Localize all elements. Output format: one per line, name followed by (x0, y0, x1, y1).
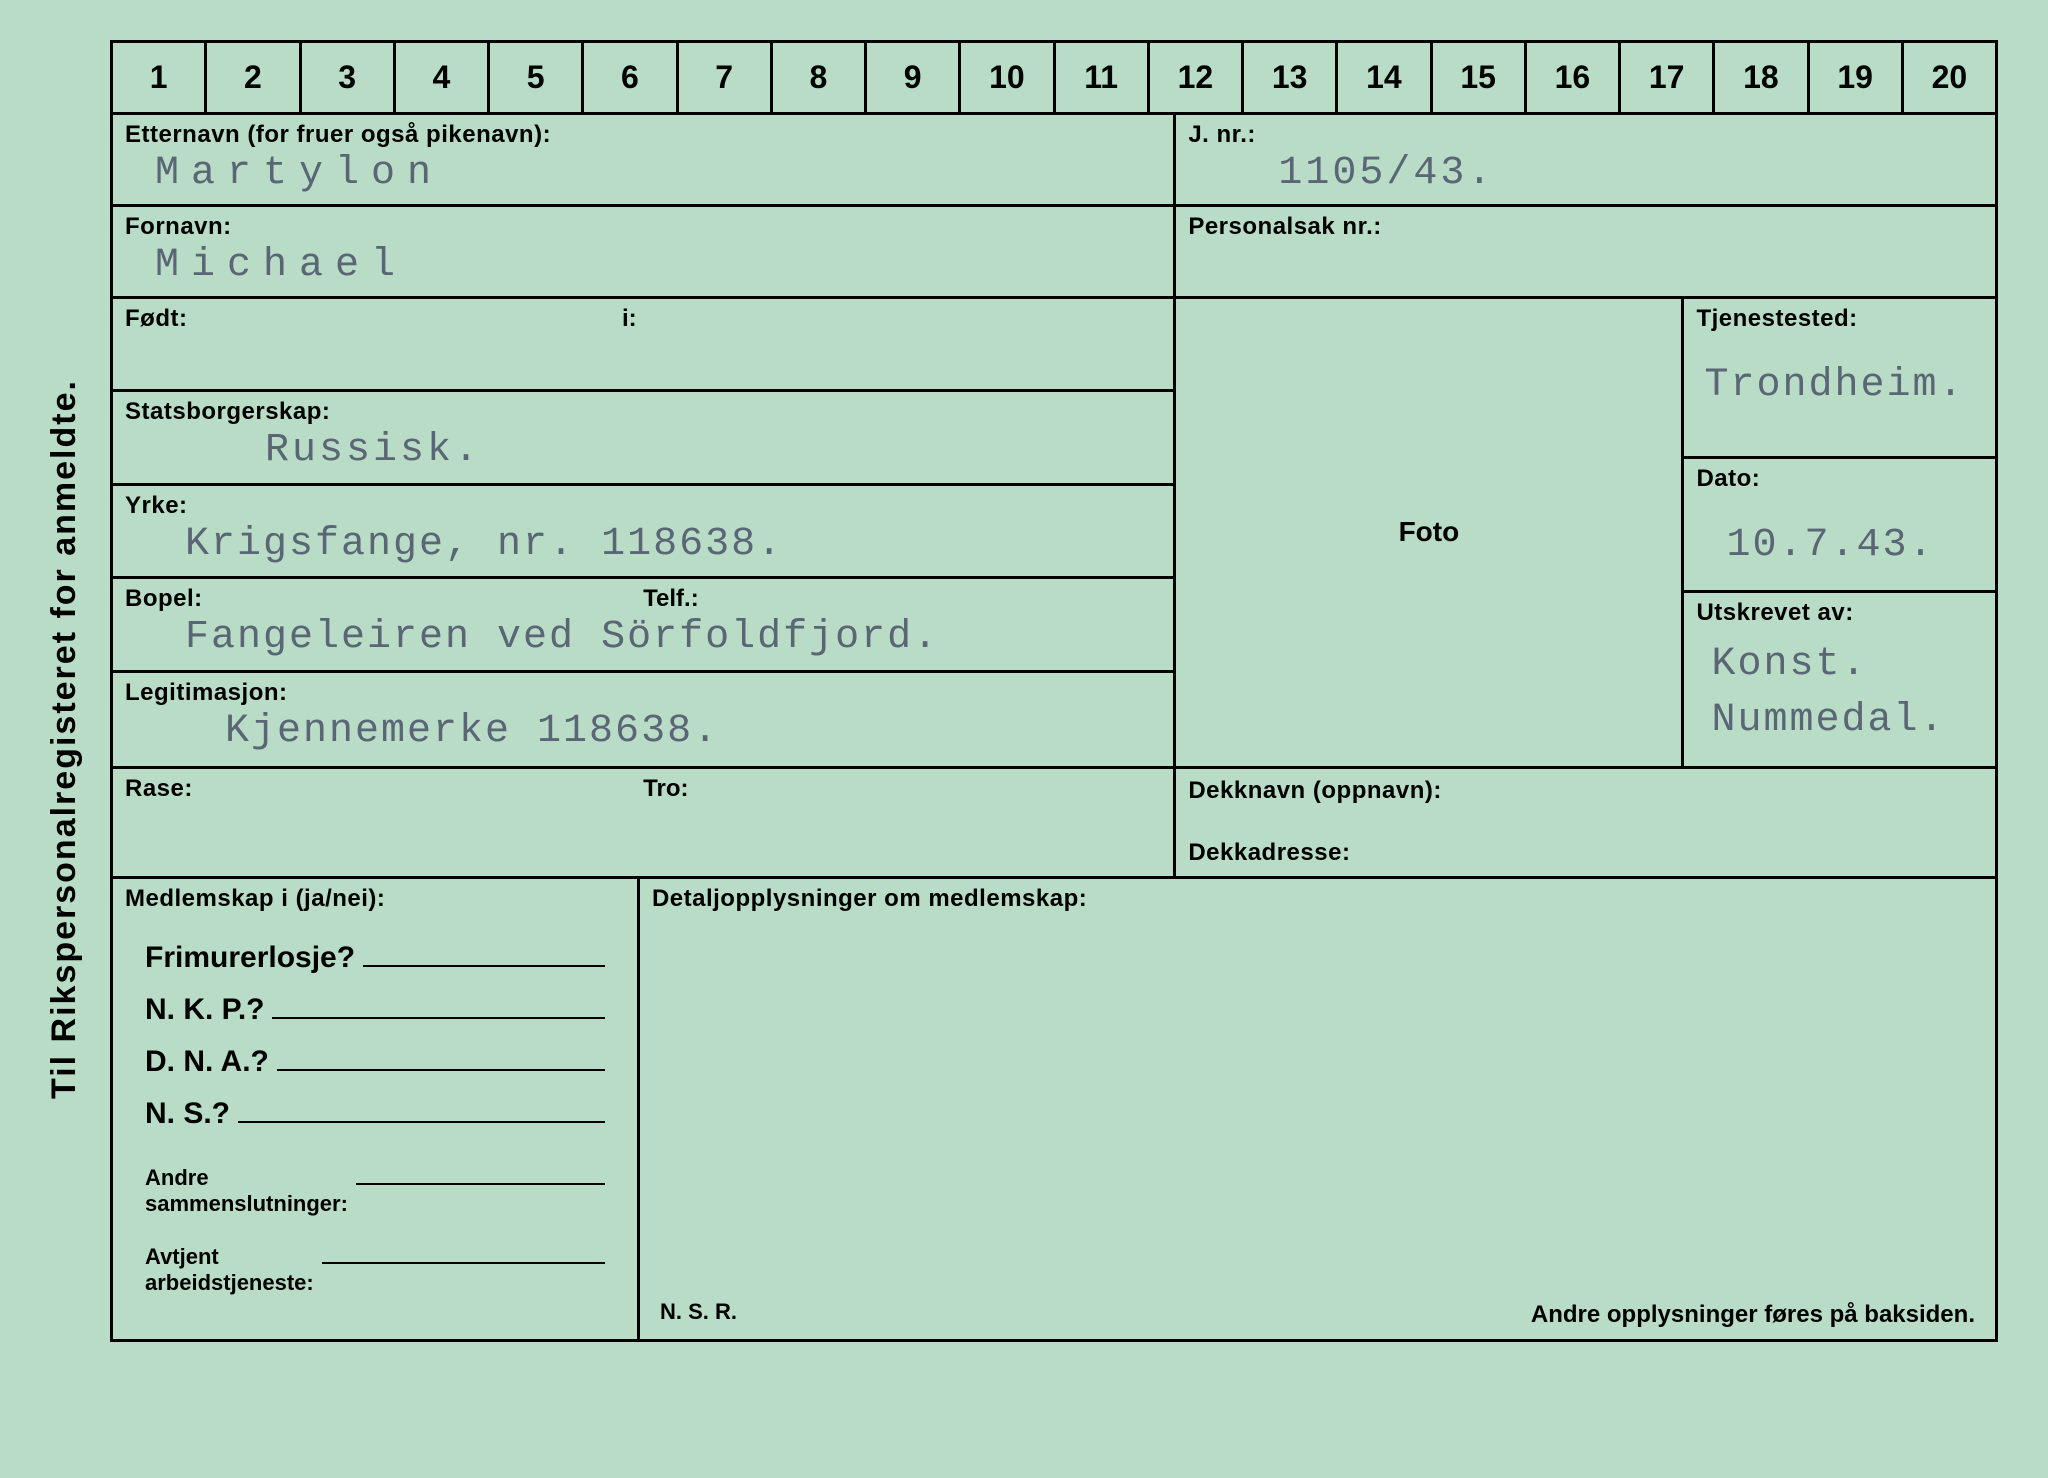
utskrevet-value: Konst. Nummedal. (1696, 637, 1983, 749)
etternavn-value: Martylon (125, 151, 1161, 196)
dna-label: D. N. A.? (145, 1045, 269, 1079)
ns-line (238, 1097, 605, 1123)
ruler-cell: 6 (584, 43, 678, 112)
nkp-line (272, 993, 604, 1019)
avtjent-label: Avtjent arbeidstjeneste: (145, 1244, 314, 1297)
registry-card: Til Rikspersonalregisteret for anmeldte.… (0, 0, 2048, 1478)
medlemskap-label: Medlemskap i (ja/nei): (125, 885, 625, 913)
yrke-value: Krigsfange, nr. 118638. (125, 522, 1161, 567)
bopel-value: Fangeleiren ved Sörfoldfjord. (125, 615, 1161, 660)
foto-cell: Foto (1176, 299, 1684, 766)
ns-label: N. S.? (145, 1097, 230, 1131)
fodt-i-label: i: (622, 305, 637, 333)
mem-andre: Andre sammenslutninger: (145, 1159, 605, 1218)
form-grid: Etternavn (for fruer også pikenavn): Mar… (110, 112, 1998, 1342)
mem-frimurer: Frimurerlosje? (145, 941, 605, 975)
vertical-title: Til Rikspersonalregisteret for anmeldte. (45, 379, 84, 1099)
detalj-label: Detaljopplysninger om medlemskap: (652, 885, 1983, 913)
ruler-cell: 9 (867, 43, 961, 112)
fornavn-cell: Fornavn: Michael (113, 207, 1176, 296)
etternavn-cell: Etternavn (for fruer også pikenavn): Mar… (113, 115, 1176, 204)
ruler-cell: 2 (207, 43, 301, 112)
frimurer-label: Frimurerlosje? (145, 941, 355, 975)
foto-label: Foto (1399, 516, 1460, 548)
utskrevet-cell: Utskrevet av: Konst. Nummedal. (1684, 593, 1995, 766)
personalsak-label: Personalsak nr.: (1188, 213, 1983, 241)
ruler-cell: 19 (1810, 43, 1904, 112)
andre-label: Andre sammenslutninger: (145, 1165, 348, 1218)
ruler-cell: 10 (961, 43, 1055, 112)
ruler-cell: 1 (113, 43, 207, 112)
ruler-cell: 11 (1056, 43, 1150, 112)
jnr-value: 1105/43. (1188, 151, 1983, 196)
fodt-label: Født: (125, 305, 187, 332)
rase-cell: Rase: Tro: (113, 769, 1176, 876)
fornavn-value: Michael (125, 243, 1161, 288)
avtjent-line (322, 1238, 605, 1264)
frimurer-line (363, 941, 605, 967)
yrke-label: Yrke: (125, 492, 1161, 520)
stats-value: Russisk. (125, 428, 1161, 473)
dato-cell: Dato: 10.7.43. (1684, 459, 1995, 592)
ruler-cell: 12 (1150, 43, 1244, 112)
ruler-cell: 13 (1244, 43, 1338, 112)
yrke-cell: Yrke: Krigsfange, nr. 118638. (113, 486, 1173, 579)
andre-line (356, 1159, 605, 1185)
legit-label: Legitimasjon: (125, 679, 1161, 707)
left-stack: Født: i: Statsborgerskap: Russisk. Yrke:… (113, 299, 1176, 766)
utskrevet-label: Utskrevet av: (1696, 599, 1983, 627)
dekkadresse-label: Dekkadresse: (1188, 839, 1983, 867)
stats-cell: Statsborgerskap: Russisk. (113, 392, 1173, 485)
tjenestested-cell: Tjenestested: Trondheim. (1684, 299, 1995, 459)
personalsak-cell: Personalsak nr.: (1176, 207, 1995, 296)
ruler-cell: 7 (679, 43, 773, 112)
mem-avtjent: Avtjent arbeidstjeneste: (145, 1238, 605, 1297)
membership-cell: Medlemskap i (ja/nei): Frimurerlosje? N.… (113, 879, 640, 1339)
jnr-label: J. nr.: (1188, 121, 1983, 149)
stats-label: Statsborgerskap: (125, 398, 1161, 426)
detail-cell: Detaljopplysninger om medlemskap: N. S. … (640, 879, 1995, 1339)
nsr-label: N. S. R. (660, 1299, 737, 1325)
dato-value: 10.7.43. (1696, 523, 1983, 568)
ruler-cell: 14 (1338, 43, 1432, 112)
rase-label: Rase: (125, 775, 193, 802)
nkp-label: N. K. P.? (145, 993, 264, 1027)
ruler-cell: 3 (302, 43, 396, 112)
ruler-cell: 8 (773, 43, 867, 112)
mem-ns: N. S.? (145, 1097, 605, 1131)
ruler-cell: 5 (490, 43, 584, 112)
ruler-cell: 16 (1527, 43, 1621, 112)
bopel-label: Bopel: (125, 585, 203, 612)
tjenestested-value: Trondheim. (1696, 363, 1983, 408)
dekknavn-label: Dekknavn (oppnavn): (1188, 777, 1983, 805)
ruler-cell: 17 (1621, 43, 1715, 112)
dekk-cell: Dekknavn (oppnavn): Dekkadresse: (1176, 769, 1995, 876)
ruler-cell: 15 (1433, 43, 1527, 112)
jnr-cell: J. nr.: 1105/43. (1176, 115, 1995, 204)
dato-label: Dato: (1696, 465, 1983, 493)
legit-cell: Legitimasjon: Kjennemerke 118638. (113, 673, 1173, 766)
tro-label: Tro: (643, 775, 688, 803)
ruler-row: 1 2 3 4 5 6 7 8 9 10 11 12 13 14 15 16 1… (110, 40, 1998, 112)
ruler-cell: 20 (1904, 43, 1995, 112)
mem-dna: D. N. A.? (145, 1045, 605, 1079)
mem-nkp: N. K. P.? (145, 993, 605, 1027)
right-stack: Tjenestested: Trondheim. Dato: 10.7.43. … (1684, 299, 1995, 766)
etternavn-label: Etternavn (for fruer også pikenavn): (125, 121, 1161, 149)
ruler-cell: 4 (396, 43, 490, 112)
tjenestested-label: Tjenestested: (1696, 305, 1983, 333)
ruler-cell: 18 (1715, 43, 1809, 112)
footer-note: Andre opplysninger føres på baksiden. (1531, 1301, 1975, 1329)
bopel-cell: Bopel: Telf.: Fangeleiren ved Sörfoldfjo… (113, 579, 1173, 672)
legit-value: Kjennemerke 118638. (125, 709, 1161, 754)
fodt-cell: Født: i: (113, 299, 1173, 392)
dna-line (277, 1045, 605, 1071)
membership-list: Frimurerlosje? N. K. P.? D. N. A.? N. S.… (125, 913, 625, 1325)
fornavn-label: Fornavn: (125, 213, 1161, 241)
telf-label: Telf.: (643, 585, 699, 613)
